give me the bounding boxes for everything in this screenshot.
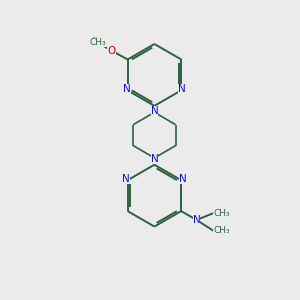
Text: N: N [193,215,200,225]
Text: O: O [107,46,116,56]
Text: CH₃: CH₃ [213,209,230,218]
Text: N: N [151,154,158,164]
Text: N: N [178,85,186,94]
Text: CH₃: CH₃ [213,226,230,235]
Text: N: N [179,174,187,184]
Text: N: N [151,106,158,116]
Text: N: N [123,85,130,94]
Text: CH₃: CH₃ [89,38,106,47]
Text: methoxy: methoxy [93,37,99,38]
Text: N: N [122,174,130,184]
